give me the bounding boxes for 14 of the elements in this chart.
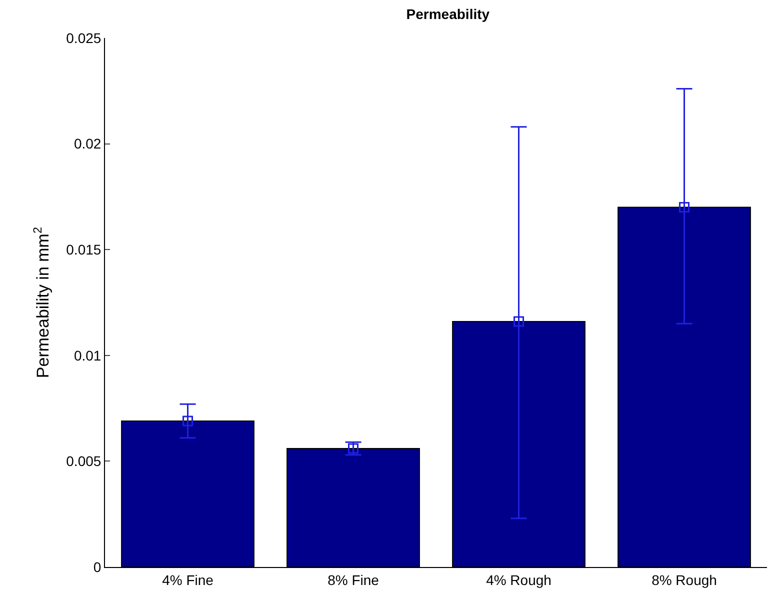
y-tick-label: 0 bbox=[93, 558, 102, 575]
y-tick-label: 0.015 bbox=[66, 242, 102, 258]
y-tick-label: 0.01 bbox=[74, 347, 102, 364]
chart-title: Permeability bbox=[406, 6, 490, 22]
x-tick-label: 8% Fine bbox=[328, 572, 380, 588]
point bbox=[182, 416, 193, 426]
point bbox=[514, 316, 524, 327]
y-tick-label: 0.005 bbox=[66, 453, 102, 470]
x-tick-label: 4% Rough bbox=[486, 572, 552, 588]
y-tick-label: 0.02 bbox=[74, 136, 102, 152]
x-tick-label: 8% Rough bbox=[652, 572, 717, 588]
x-tick-label: 4% Fine bbox=[162, 572, 214, 588]
point bbox=[679, 202, 690, 213]
y-tick-label: 0.025 bbox=[66, 30, 102, 46]
